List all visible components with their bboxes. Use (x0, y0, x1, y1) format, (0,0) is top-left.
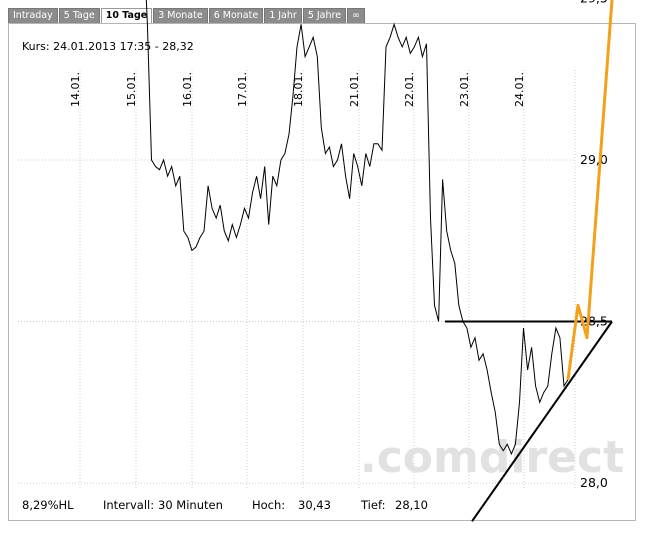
interval-label: Intervall: (103, 498, 155, 512)
high-label: Hoch: (252, 498, 286, 512)
x-tick-label: 24.01. (513, 72, 526, 107)
change-percent: 8,29%HL (22, 498, 74, 512)
low-label: Tief: (361, 498, 386, 512)
x-tick-label: 22.01. (403, 72, 416, 107)
timeframe-tabs: Intraday 5 Tage 10 Tage 3 Monate 6 Monate 1 J… (8, 8, 366, 24)
projection-line (566, 0, 614, 380)
kurs-label: Kurs: 24.01.2013 17:35 - 28,32 (22, 40, 194, 53)
x-tick-label: 17.01. (236, 72, 249, 107)
interval-value: 30 Minuten (158, 498, 223, 512)
tab-2[interactable]: 10 Tage (100, 8, 153, 24)
tab-5[interactable]: 1 Jahr (264, 8, 302, 23)
x-tick-label: 21.01. (348, 72, 361, 107)
x-tick-label: 18.01. (292, 72, 305, 107)
x-tick-label: 23.01. (458, 72, 471, 107)
x-tick-label: 16.01. (181, 72, 194, 107)
tab-7[interactable]: ∞ (347, 8, 365, 23)
tab-1[interactable]: 5 Tage (58, 8, 100, 23)
high-value: 30,43 (298, 498, 331, 512)
tab-3[interactable]: 3 Monate (153, 8, 208, 23)
tab-4[interactable]: 6 Monate (208, 8, 264, 23)
watermark: .comdirect (360, 432, 624, 483)
tab-0[interactable]: Intraday (8, 8, 58, 23)
y-tick-label: 29,0 (580, 152, 608, 167)
trendline (471, 320, 613, 522)
x-tick-label: 14.01. (69, 72, 82, 107)
y-tick-label: 28,0 (580, 475, 608, 490)
y-tick-label: 29,5 (580, 0, 608, 6)
low-value: 28,10 (395, 498, 428, 512)
tab-6[interactable]: 5 Jahre (302, 8, 347, 23)
x-tick-label: 15.01. (125, 72, 138, 107)
price-line (145, 0, 569, 456)
